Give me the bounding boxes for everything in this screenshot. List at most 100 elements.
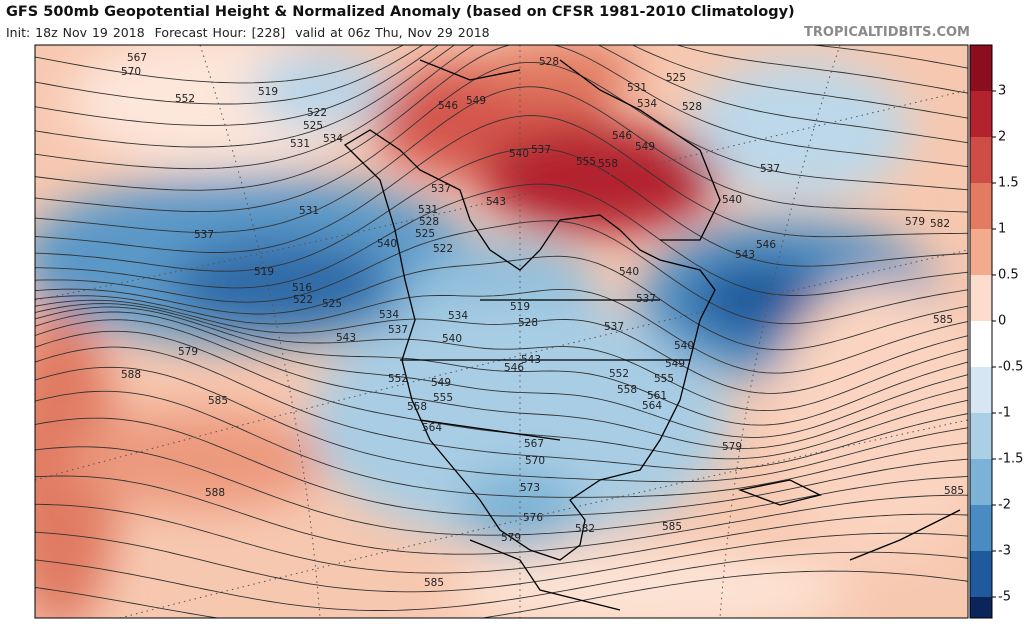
contour-label: 555 [654, 373, 674, 385]
colorbar-tick-label: 2 [998, 130, 1006, 145]
contour-label: 558 [617, 384, 637, 396]
contour-label: 573 [520, 482, 540, 494]
contour-label: 522 [293, 294, 313, 306]
contour-label: 543 [521, 354, 541, 366]
contour [35, 220, 968, 325]
contour-label: 579 [905, 216, 925, 228]
contour-label: 528 [419, 216, 439, 228]
contour-label: 522 [433, 243, 453, 255]
contour [35, 531, 968, 593]
contour-label: 537 [604, 321, 624, 333]
contour-label: 537 [760, 163, 780, 175]
contour-label: 540 [442, 333, 462, 345]
contour [35, 346, 968, 471]
contour-label: 552 [388, 373, 408, 385]
contour [35, 299, 968, 394]
colorbar-tick-label: -1.5 [998, 452, 1023, 467]
colorbar-segment [970, 229, 992, 275]
contour-label: 582 [930, 218, 950, 230]
colorbar-tick-label: 0 [998, 314, 1006, 329]
contour-label: 540 [619, 266, 639, 278]
contour-label: 555 [576, 156, 596, 168]
colorbar-segment [970, 597, 992, 618]
contour-label: 549 [635, 141, 655, 153]
contour-label: 537 [194, 229, 214, 241]
colorbar-segment [970, 551, 992, 597]
contour [35, 61, 968, 213]
height-contours [35, 45, 968, 618]
contour-label: 528 [682, 101, 702, 113]
contour-label: 585 [424, 577, 444, 589]
contour-label: 558 [598, 158, 618, 170]
contour-label: 564 [642, 400, 662, 412]
colorbar-segment [970, 321, 992, 367]
contour-label: 531 [290, 138, 310, 150]
valid-time: valid at 06z Thu, Nov 29 2018 [295, 25, 490, 40]
graticule [35, 45, 968, 618]
contour-label: 585 [944, 485, 964, 497]
contour-label: 540 [509, 148, 529, 160]
contour-label: 549 [466, 95, 486, 107]
contour-label: 543 [735, 249, 755, 261]
contour-label: 546 [756, 239, 776, 251]
contour [35, 390, 968, 498]
contour-label: 570 [121, 66, 141, 78]
contour-label: 555 [433, 392, 453, 404]
colorbar-tick-label: -5 [998, 590, 1011, 605]
contour-label: 531 [418, 204, 438, 216]
contour [35, 288, 968, 374]
contour [35, 570, 968, 618]
colorbar-segment [970, 91, 992, 137]
contour-label: 534 [637, 98, 657, 110]
contour-label: 525 [666, 72, 686, 84]
colorbar-segment [970, 183, 992, 229]
title: GFS 500mb Geopotential Height & Normaliz… [6, 4, 795, 20]
contour-label: 531 [627, 82, 647, 94]
colorbar-segment [970, 505, 992, 551]
contour [35, 303, 968, 412]
contour-label: 528 [518, 317, 538, 329]
contour-label: 579 [722, 441, 742, 453]
contour-label: 519 [254, 266, 274, 278]
contour-label: 525 [415, 228, 435, 240]
init: Init: 18z Nov 19 2018 [6, 25, 145, 40]
contour-label: 540 [377, 238, 397, 250]
contour-label: 528 [539, 56, 559, 68]
colorbar-segment [970, 367, 992, 413]
contour [35, 86, 968, 233]
colorbar-tick-label: -3 [998, 544, 1011, 559]
contour [35, 45, 968, 170]
contour-label: 531 [299, 205, 319, 217]
colorbar-tick-label: -1 [998, 406, 1011, 421]
colorbar-tick-label: 1.5 [998, 176, 1019, 191]
contour [35, 45, 968, 191]
contour [35, 255, 968, 351]
site-name: TROPICALTIDBITS.COM [804, 25, 970, 40]
contour-label: 534 [379, 309, 399, 321]
contour-label: 519 [258, 86, 278, 98]
contour [35, 147, 968, 272]
contour-label: 561 [647, 390, 667, 402]
contour-label: 579 [501, 532, 521, 544]
contour-label: 567 [524, 438, 544, 450]
contour-label: 525 [303, 120, 323, 132]
contour-label: 546 [612, 130, 632, 142]
colorbar-tick-label: -2 [998, 498, 1011, 513]
forecast-hour: Forecast Hour: [228] [154, 25, 286, 40]
contour [35, 306, 968, 426]
contour [35, 503, 968, 574]
colorbar-segment [970, 137, 992, 183]
contour-label: 537 [531, 144, 551, 156]
colorbar-tick-label: 3 [998, 84, 1006, 99]
contour-label: 585 [933, 314, 953, 326]
subtitle: Init: 18z Nov 19 2018 Forecast Hour: [228… [6, 25, 500, 40]
contour-label: 537 [388, 324, 408, 336]
contour-label: 534 [448, 310, 468, 322]
contour-label: 564 [422, 422, 442, 434]
contour-label: 549 [665, 358, 685, 370]
colorbar-tick-label: 0.5 [998, 268, 1019, 283]
colorbar-segment [970, 275, 992, 321]
contour-label: 585 [208, 395, 228, 407]
